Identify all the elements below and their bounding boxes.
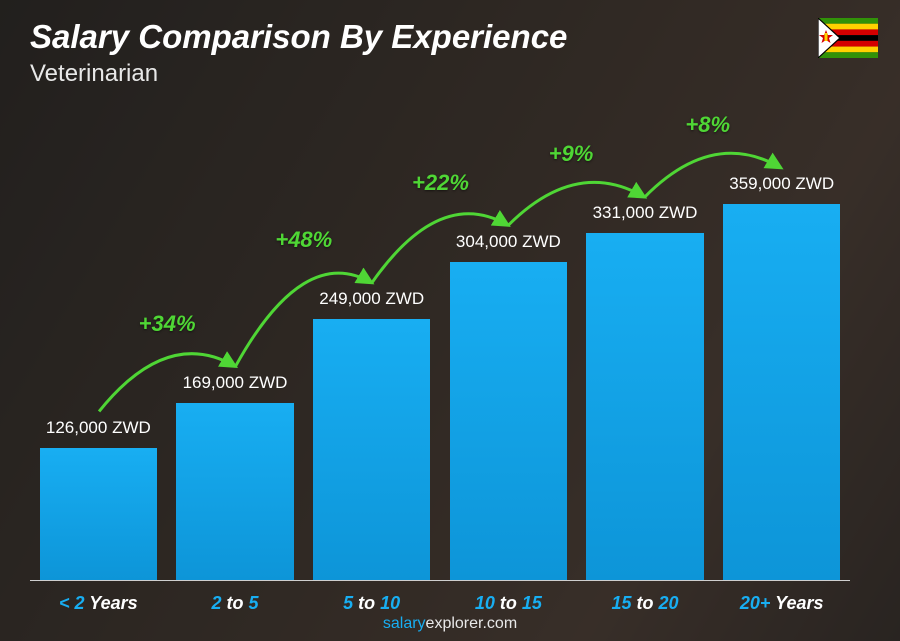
bar-value-label: 331,000 ZWD <box>593 203 698 223</box>
delta-label: +48% <box>275 227 332 253</box>
bar-value-label: 126,000 ZWD <box>46 418 151 438</box>
bar <box>450 262 568 580</box>
bar <box>313 319 431 580</box>
category-label: 10 to 15 <box>475 593 542 614</box>
bar <box>40 448 158 580</box>
delta-label: +9% <box>549 141 594 167</box>
category-label: 2 to 5 <box>211 593 258 614</box>
bar <box>723 204 841 580</box>
category-label: 5 to 10 <box>343 593 400 614</box>
category-label: 20+ Years <box>740 593 824 614</box>
bar-wrap: 359,000 ZWD20+ Years <box>713 110 850 580</box>
brand-rest: explorer.com <box>426 615 518 632</box>
page-subtitle: Veterinarian <box>30 60 158 88</box>
category-label: < 2 Years <box>59 593 138 614</box>
bar-wrap: 126,000 ZWD< 2 Years <box>30 110 167 580</box>
category-label: 15 to 20 <box>611 593 678 614</box>
bar-value-label: 249,000 ZWD <box>319 289 424 309</box>
bar <box>586 233 704 580</box>
bar <box>176 403 294 580</box>
bar-wrap: 331,000 ZWD15 to 20 <box>577 110 714 580</box>
delta-label: +22% <box>412 170 469 196</box>
bar-wrap: 169,000 ZWD2 to 5 <box>167 110 304 580</box>
delta-label: +34% <box>139 311 196 337</box>
zimbabwe-flag-icon <box>818 18 878 58</box>
chart-container: Salary Comparison By Experience Veterina… <box>0 0 900 641</box>
footer-brand: salaryexplorer.com <box>0 615 900 633</box>
delta-label: +8% <box>685 112 730 138</box>
page-title: Salary Comparison By Experience <box>30 18 567 56</box>
bar-value-label: 304,000 ZWD <box>456 232 561 252</box>
chart-area: 126,000 ZWD< 2 Years169,000 ZWD2 to 5 249… <box>30 110 850 581</box>
bar-value-label: 359,000 ZWD <box>729 174 834 194</box>
brand-accent: salary <box>383 615 426 632</box>
bar-value-label: 169,000 ZWD <box>183 373 288 393</box>
